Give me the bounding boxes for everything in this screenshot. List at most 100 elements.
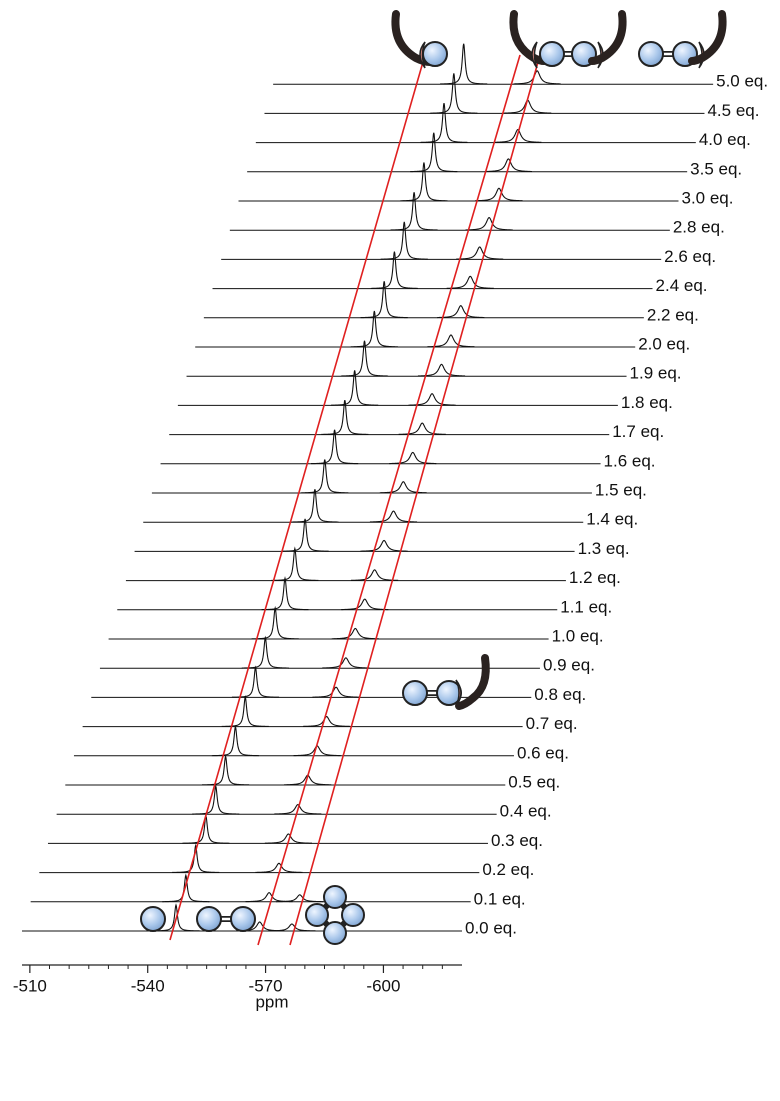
trace-label: 1.8 eq. [621, 393, 673, 412]
guide-line [169, 54, 426, 941]
peak [446, 275, 494, 289]
x-tick-label: -540 [131, 976, 165, 995]
peak [360, 539, 408, 552]
peak [331, 370, 379, 406]
traces: 0.0 eq. 0.1 eq. 0.2 eq. 0.3 eq. 0.4 eq. 0.5 e… [22, 43, 768, 937]
trace-label: 0.0 eq. [465, 918, 517, 937]
icon-free-dimer [638, 10, 727, 69]
peak [331, 627, 379, 640]
peak [264, 833, 312, 844]
peak [341, 598, 389, 611]
icon-tetramer [305, 885, 365, 945]
trace-label: 1.7 eq. [612, 422, 664, 441]
peak [293, 745, 341, 757]
peak [513, 70, 561, 85]
trace-label: 2.6 eq. [664, 247, 716, 266]
peak [271, 546, 319, 581]
trace-label: 0.6 eq. [517, 743, 569, 762]
trace-label: 2.8 eq. [673, 218, 725, 237]
peak [152, 903, 200, 932]
trace-label: 1.0 eq. [552, 626, 604, 645]
peak [245, 892, 293, 903]
trace-label: 1.1 eq. [560, 597, 612, 616]
icon-host-dimer-2-1 [509, 10, 627, 69]
trace-label: 2.2 eq. [647, 305, 699, 324]
peak [456, 246, 504, 260]
peak [398, 422, 446, 435]
trace-label: 0.2 eq. [482, 860, 534, 879]
peak [417, 363, 466, 377]
guide-line [257, 54, 521, 946]
peak [389, 451, 437, 465]
trace-label: 1.6 eq. [604, 451, 656, 470]
guide-line [289, 54, 541, 946]
x-tick-label: -510 [13, 976, 47, 995]
peak [182, 813, 230, 844]
peak [370, 251, 418, 289]
peak [312, 686, 360, 698]
trace-label: 5.0 eq. [716, 72, 768, 91]
trace-label: 4.5 eq. [707, 101, 759, 120]
peak [302, 715, 351, 727]
peak [380, 221, 428, 260]
trace-label: 2.4 eq. [656, 276, 708, 295]
peak [340, 340, 389, 377]
peak [261, 576, 309, 611]
guide-lines [169, 54, 541, 946]
trace-label: 1.3 eq. [578, 539, 630, 558]
x-tick-label: -570 [249, 976, 283, 995]
trace-label: 1.2 eq. [569, 568, 621, 587]
peak [494, 128, 542, 143]
peak [351, 569, 399, 581]
peak [162, 873, 210, 903]
peak [321, 399, 369, 435]
peak [291, 489, 339, 523]
peak [475, 187, 523, 202]
trace-label: 0.5 eq. [508, 772, 560, 791]
peak [437, 305, 485, 319]
x-tick-label: -600 [366, 976, 400, 995]
peak [379, 481, 427, 494]
peak [281, 518, 329, 552]
trace-label: 0.1 eq. [474, 889, 526, 908]
peak [172, 843, 220, 873]
peak [484, 158, 532, 173]
trace-label: 0.3 eq. [491, 831, 543, 850]
x-axis-label: ppm [255, 992, 288, 1011]
peak [410, 132, 458, 173]
peak [390, 192, 438, 231]
peak [427, 334, 475, 348]
peak [504, 99, 552, 114]
peak [465, 217, 513, 231]
icon-host-dimer-1-1 [402, 654, 490, 710]
trace-label: 1.5 eq. [595, 480, 647, 499]
icon-monomer [140, 906, 166, 932]
peak [400, 162, 448, 202]
peak [408, 393, 456, 406]
peak [192, 784, 240, 815]
icon-dimer [196, 906, 256, 932]
peak [276, 894, 324, 903]
peak [255, 862, 303, 873]
trace-label: 0.7 eq. [526, 714, 578, 733]
peak [241, 635, 289, 669]
peak [231, 665, 280, 698]
peak [202, 754, 250, 786]
trace-label: 0.4 eq. [500, 802, 552, 821]
trace-label: 0.9 eq. [543, 656, 595, 675]
trace-label: 2.0 eq. [638, 334, 690, 353]
peak [311, 429, 359, 465]
peak [221, 695, 269, 727]
peak [268, 923, 316, 932]
peak [301, 459, 349, 494]
trace-label: 4.0 eq. [699, 130, 751, 149]
trace-label: 1.9 eq. [630, 364, 682, 383]
trace-label: 1.4 eq. [586, 510, 638, 529]
peak [420, 102, 468, 143]
peak [350, 310, 398, 348]
peak [211, 724, 260, 757]
trace-label: 3.5 eq. [690, 159, 742, 178]
peak [251, 605, 299, 640]
peak [360, 281, 408, 319]
